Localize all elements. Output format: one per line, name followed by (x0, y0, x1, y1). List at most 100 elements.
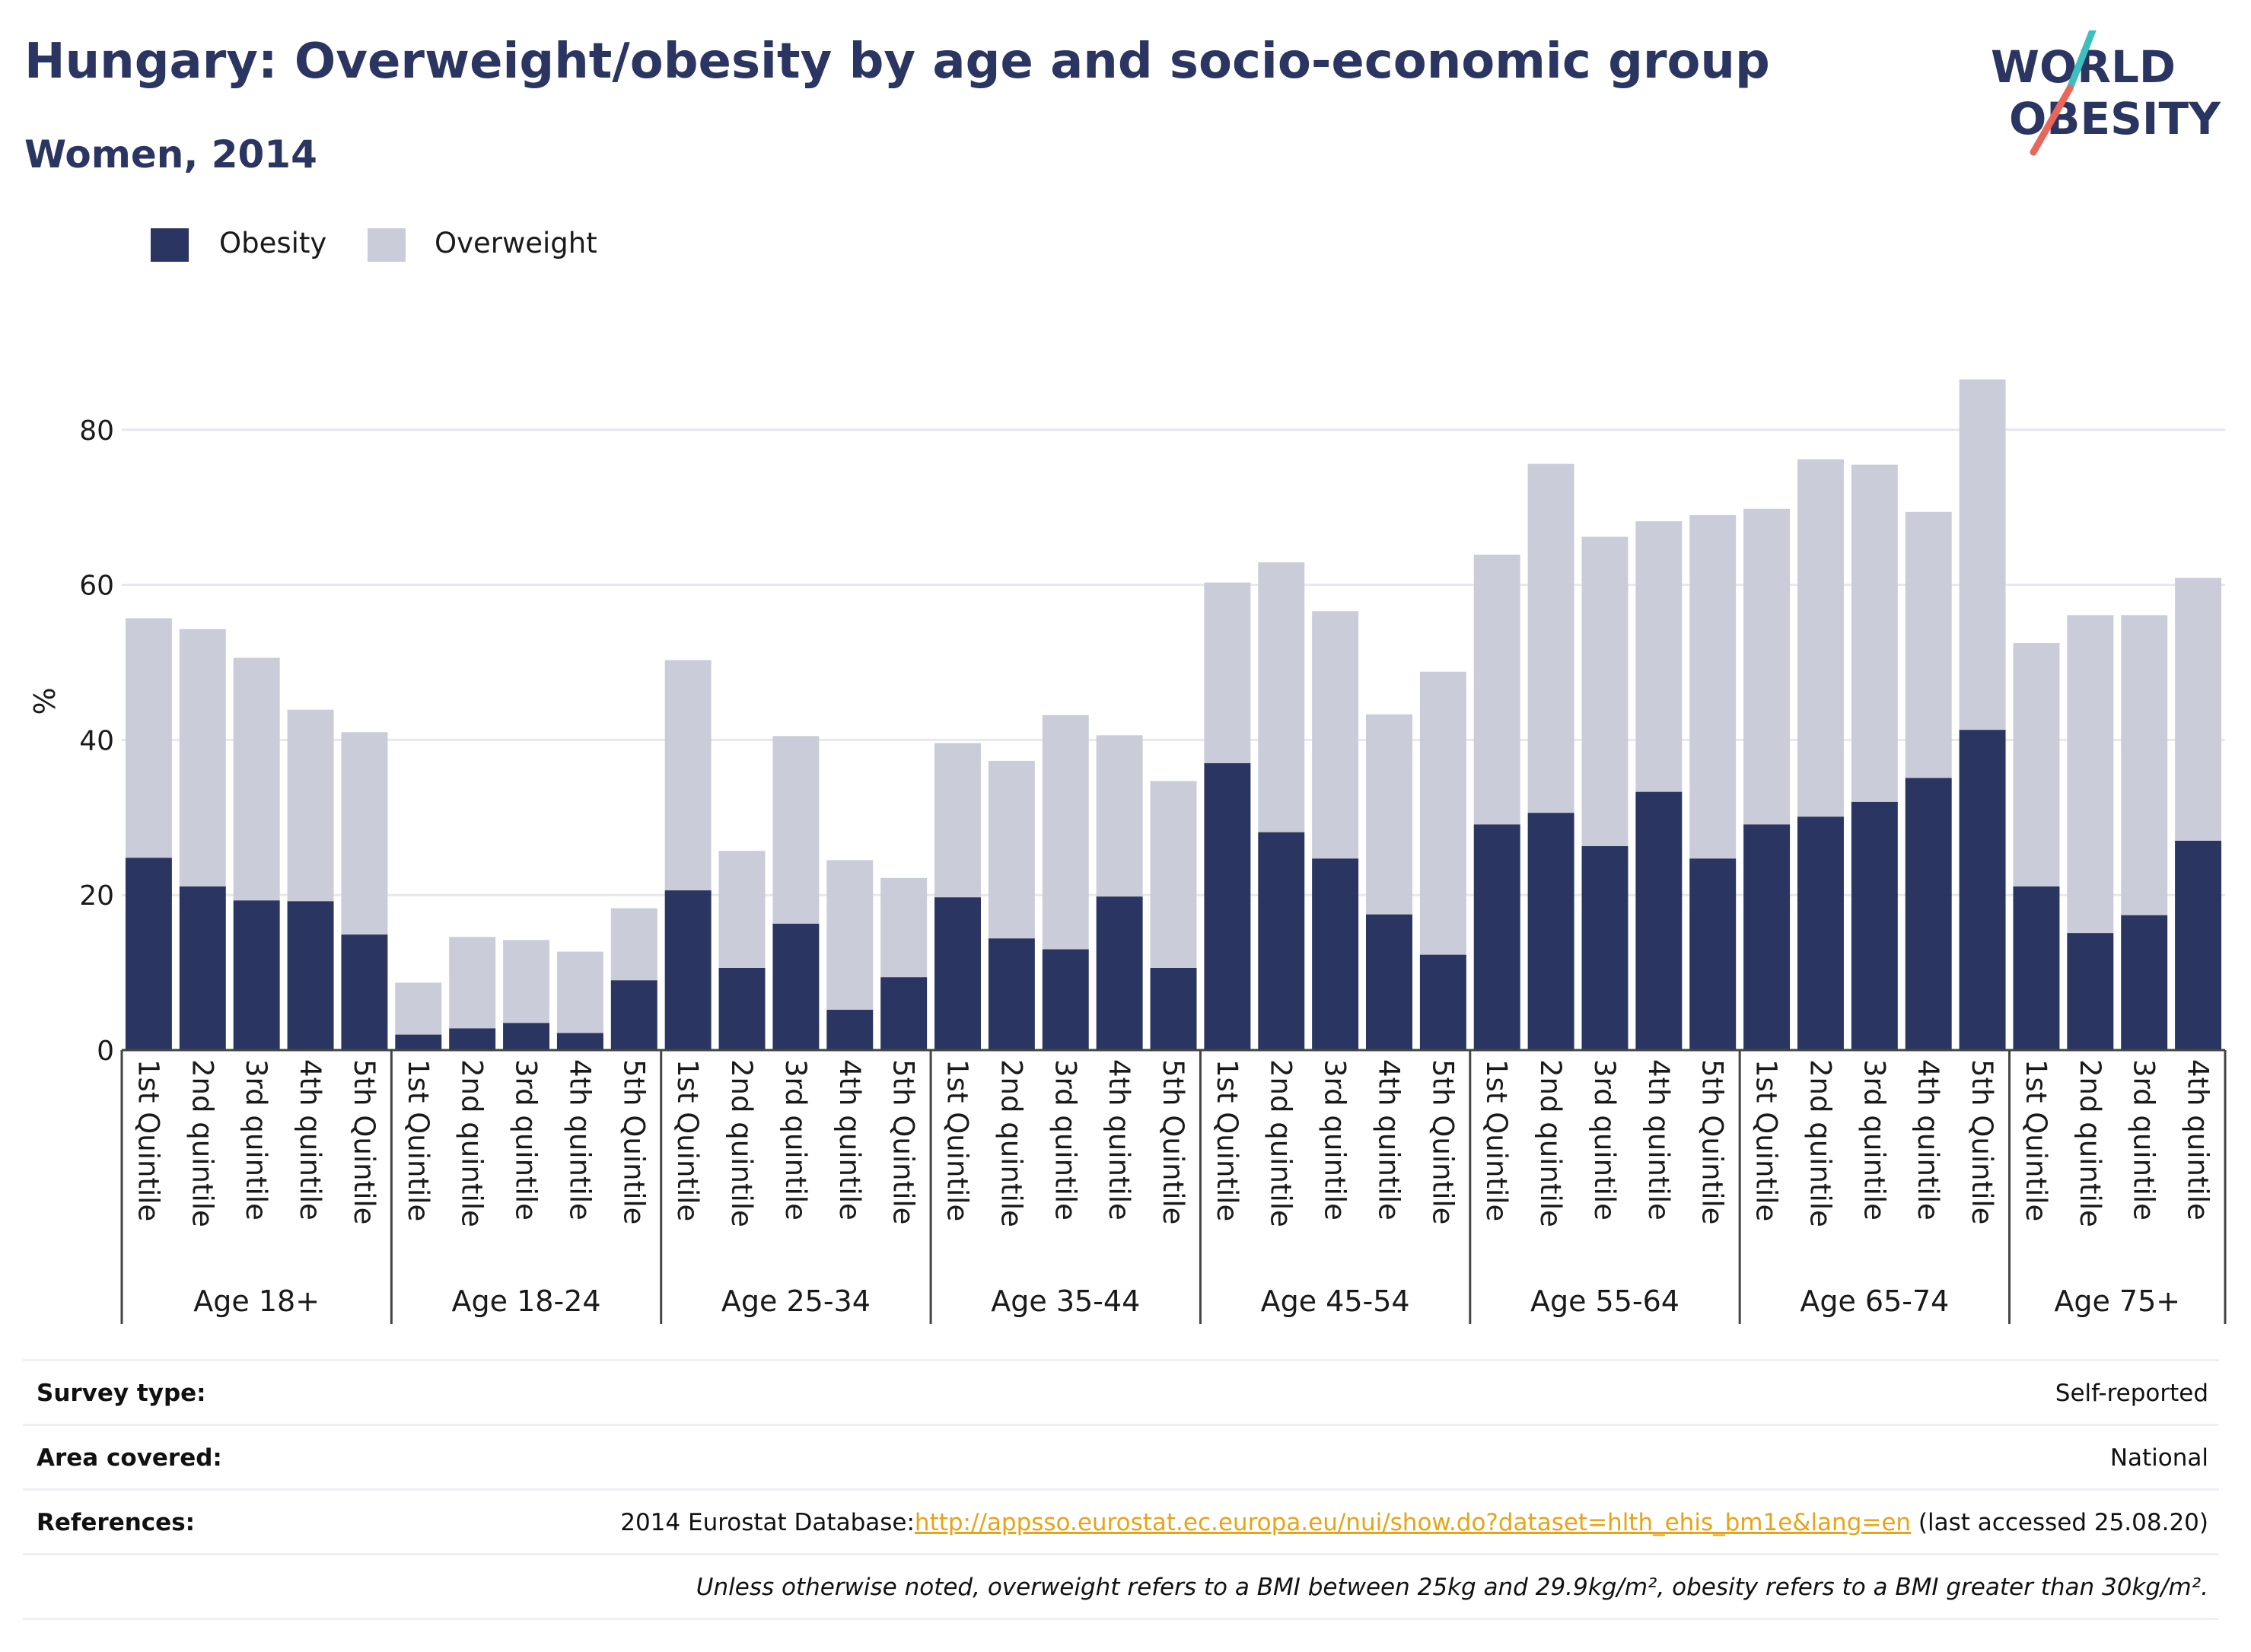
y-tick-label: 60 (79, 571, 114, 602)
x-category-label: 1st Quintile (2020, 1059, 2052, 1221)
bar-obesity (2013, 886, 2060, 1050)
x-category-label: 2nd quintile (1534, 1059, 1567, 1227)
bar-obesity (1366, 914, 1412, 1050)
x-group-label: Age 25-34 (721, 1284, 871, 1318)
bar-obesity (1959, 730, 2006, 1050)
bar-overweight (1258, 562, 1305, 832)
bar-obesity (1905, 778, 1952, 1050)
x-category-label: 3rd quintile (2128, 1059, 2160, 1221)
bar-obesity (1635, 791, 1683, 1050)
x-category-label: 3rd quintile (1858, 1059, 1890, 1221)
x-category-label: 5th Quintile (1157, 1059, 1189, 1224)
x-category-label: 4th quintile (563, 1059, 596, 1221)
footer-label: Area covered: (37, 1444, 222, 1472)
bar-overweight (1905, 511, 1952, 778)
x-category-label: 4th quintile (1642, 1059, 1675, 1221)
stacked-bar-chart: 0 20 40 60 80% 1st Quintile 2nd quintile 3rd qu… (28, 379, 2227, 1324)
bar-overweight (1366, 714, 1412, 915)
bar-obesity (610, 980, 657, 1050)
bar-obesity (664, 890, 712, 1050)
bar-overweight (1473, 554, 1520, 825)
bar-obesity (772, 923, 820, 1050)
logo-slash-red (2030, 84, 2074, 156)
footer-value: Self-reported (2055, 1380, 2208, 1407)
bar-obesity (287, 901, 334, 1050)
x-category-label: 4th quintile (294, 1059, 326, 1221)
bar-overweight (1096, 735, 1143, 897)
legend-label-obesity: Obesity (219, 227, 327, 259)
x-category-label: 1st Quintile (1750, 1059, 1783, 1221)
x-category-label: 1st Quintile (132, 1059, 164, 1221)
y-tick-label: 20 (79, 880, 114, 912)
bar-overweight (556, 951, 603, 1033)
bar-overweight (341, 732, 388, 935)
bar-overweight (2013, 643, 2060, 886)
bar-obesity (1258, 832, 1305, 1050)
reference-link[interactable]: http://appsso.eurostat.ec.europa.eu/nui/… (914, 1509, 1912, 1536)
bar-obesity (1689, 858, 1737, 1050)
x-group-label: Age 35-44 (991, 1284, 1140, 1318)
bar-overweight (1635, 521, 1683, 792)
bar-overweight (395, 982, 442, 1035)
bar-obesity (125, 858, 172, 1050)
bar-overweight (826, 860, 874, 1011)
bar-overweight (1689, 514, 1737, 859)
bar-obesity (1096, 896, 1143, 1050)
bar-overweight (1743, 508, 1791, 825)
bar-overweight (610, 908, 657, 981)
bar-overweight (988, 760, 1035, 939)
bar-overweight (1204, 582, 1251, 763)
bar-obesity (988, 938, 1035, 1050)
x-category-label: 5th Quintile (1696, 1059, 1729, 1224)
x-category-label: 2nd quintile (1265, 1059, 1297, 1227)
bar-obesity (1419, 954, 1466, 1050)
bar-obesity (1581, 846, 1629, 1050)
bar-overweight (1042, 715, 1089, 950)
bar-obesity (1851, 801, 1898, 1050)
x-category-label: 4th quintile (1372, 1059, 1405, 1221)
footer-row-note: Unless otherwise noted, overweight refer… (23, 1553, 2219, 1620)
bar-obesity (826, 1010, 874, 1050)
bar-overweight (233, 657, 280, 901)
reference-suffix: (last accessed 25.08.20) (1911, 1509, 2208, 1536)
bar-overweight (1797, 459, 1844, 817)
reference-prefix: 2014 Eurostat Database: (620, 1509, 915, 1536)
x-category-label: 4th quintile (1912, 1059, 1944, 1221)
bar-obesity (1042, 949, 1089, 1050)
x-category-label: 1st Quintile (941, 1059, 974, 1221)
bar-overweight (2175, 578, 2222, 841)
x-category-label: 5th Quintile (887, 1059, 920, 1224)
bar-obesity (1743, 824, 1791, 1050)
x-category-label: 3rd quintile (1319, 1059, 1352, 1221)
bar-obesity (1473, 824, 1520, 1050)
x-category-label: 5th Quintile (617, 1059, 650, 1224)
x-category-label: 2nd quintile (1804, 1059, 1836, 1227)
bar-obesity (934, 897, 981, 1050)
bar-overweight (2121, 615, 2168, 915)
bar-obesity (1527, 813, 1574, 1050)
x-group-label: Age 65-74 (1800, 1284, 1949, 1318)
x-group-label: Age 45-54 (1261, 1284, 1410, 1318)
x-group-label: Age 18+ (193, 1284, 320, 1318)
axis-layer: 0 20 40 60 80% 1st Quintile 2nd quintile 3rd qu… (28, 415, 2227, 1324)
bar-overweight (179, 629, 226, 886)
bar-obesity (179, 886, 226, 1050)
bar-overweight (1527, 463, 1574, 813)
x-category-label: 2nd quintile (186, 1059, 218, 1227)
x-category-label: 3rd quintile (1049, 1059, 1081, 1221)
bar-obesity (1312, 858, 1359, 1050)
bar-overweight (287, 709, 334, 902)
footer-row-references: References: 2014 Eurostat Database:http:… (23, 1488, 2219, 1553)
footer-note: Unless otherwise noted, overweight refer… (696, 1574, 2208, 1601)
x-category-label: 5th Quintile (1426, 1059, 1459, 1224)
bar-overweight (1851, 464, 1898, 802)
bar-overweight (718, 851, 766, 968)
logo-slash-teal (2066, 30, 2097, 92)
bar-overweight (880, 877, 928, 978)
x-category-label: 3rd quintile (240, 1059, 272, 1221)
bar-obesity (1150, 967, 1197, 1050)
footer-label: Survey type: (37, 1380, 206, 1407)
x-category-label: 5th Quintile (1966, 1059, 1998, 1224)
bar-obesity (718, 967, 766, 1050)
bar-overweight (1581, 536, 1629, 847)
